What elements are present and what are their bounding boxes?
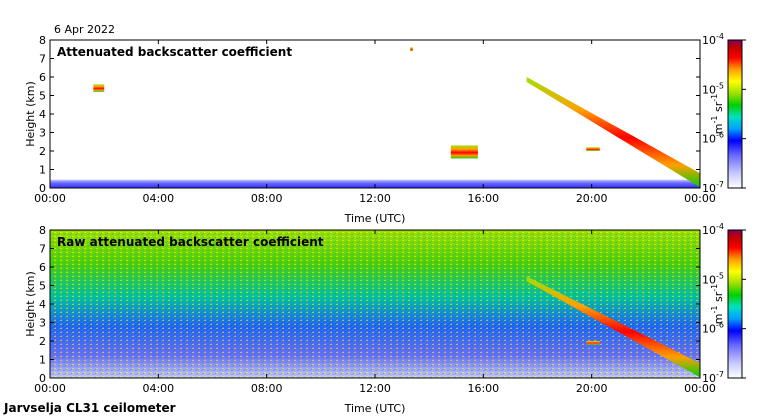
boundary-layer [50, 179, 700, 188]
plot-area [50, 40, 700, 188]
x-axis: 00:00 04:00 08:00 12:00 16:00 20:00 00:00 [34, 230, 716, 395]
x-tick-label: 12:00 [359, 382, 391, 395]
y-tick-label: 7 [39, 243, 46, 256]
y-tick-label: 1 [39, 354, 46, 367]
x-tick-label: 00:00 [34, 192, 66, 205]
colorbar-gradient [727, 39, 743, 189]
date-label: 6 Apr 2022 [54, 23, 115, 36]
colorbar-unit-label: m-1 sr-1 [710, 284, 725, 324]
x-axis: 00:00 04:00 08:00 12:00 16:00 20:00 00:00 [34, 40, 716, 205]
colorbar-tick-label: 10-4 [702, 32, 724, 47]
panel-title: Raw attenuated backscatter coefficient [57, 235, 324, 249]
descending-aerosol-layer [526, 276, 700, 378]
colorbar-tick-label: 10-7 [702, 370, 724, 385]
x-axis-label: Time (UTC) [344, 212, 406, 225]
y-tick-label: 7 [39, 53, 46, 66]
raw-backscatter-panel: Raw attenuated backscatter coefficient 0… [24, 224, 716, 415]
backscatter-features [50, 47, 700, 188]
y-tick-label: 4 [39, 298, 46, 311]
y-tick-label: 4 [39, 108, 46, 121]
y-tick-label: 5 [39, 90, 46, 103]
backscatter-panel: Attenuated backscatter coefficient 00:00… [24, 34, 716, 225]
raw-backscatter-features [526, 276, 700, 378]
y-tick-label: 8 [39, 224, 46, 237]
x-tick-label: 04:00 [142, 382, 174, 395]
x-tick-label: 12:00 [359, 192, 391, 205]
station-label: Jarvselja CL31 ceilometer [3, 401, 176, 415]
x-tick-label: 00:00 [34, 382, 66, 395]
x-tick-label: 16:00 [467, 382, 499, 395]
y-tick-label: 6 [39, 261, 46, 274]
y-axis: 0 1 2 3 4 5 6 7 8 [39, 34, 700, 195]
y-axis-label: Height (km) [24, 271, 37, 337]
x-tick-label: 00:00 [684, 192, 716, 205]
cloud-layer [586, 147, 600, 151]
x-tick-label: 00:00 [684, 382, 716, 395]
noise-texture [50, 230, 700, 378]
y-tick-label: 3 [39, 127, 46, 140]
descending-aerosol-layer [526, 77, 700, 188]
colorbar-tick-label: 10-7 [702, 180, 724, 195]
x-tick-label: 08:00 [251, 192, 283, 205]
x-tick-label: 08:00 [251, 382, 283, 395]
colorbar-tick-label: 10-4 [702, 222, 724, 237]
x-tick-label: 04:00 [142, 192, 174, 205]
y-axis-label: Height (km) [24, 81, 37, 147]
x-tick-label: 16:00 [467, 192, 499, 205]
colorbar-bottom: 10-410-510-610-7m-1 sr-1 [702, 222, 746, 385]
y-tick-label: 8 [39, 34, 46, 47]
x-tick-label: 20:00 [576, 382, 608, 395]
x-tick-label: 20:00 [576, 192, 608, 205]
y-tick-label: 1 [39, 164, 46, 177]
y-tick-label: 2 [39, 335, 46, 348]
colorbar-unit-label: m-1 sr-1 [710, 94, 725, 134]
cloud-layer [410, 47, 413, 52]
cloud-layer [93, 84, 105, 92]
cloud-layer [450, 145, 478, 159]
cloud-layer [586, 341, 600, 345]
x-axis-label: Time (UTC) [344, 402, 406, 415]
y-tick-label: 2 [39, 145, 46, 158]
y-tick-label: 0 [39, 372, 46, 385]
y-tick-label: 3 [39, 317, 46, 330]
y-tick-label: 0 [39, 182, 46, 195]
colorbar-gradient [727, 229, 743, 379]
y-axis: 0 1 2 3 4 5 6 7 8 [39, 224, 700, 385]
panel-title: Attenuated backscatter coefficient [57, 45, 292, 59]
colorbar-top: 10-410-510-610-7m-1 sr-1 [702, 32, 746, 195]
y-tick-label: 5 [39, 280, 46, 293]
y-tick-label: 6 [39, 71, 46, 84]
